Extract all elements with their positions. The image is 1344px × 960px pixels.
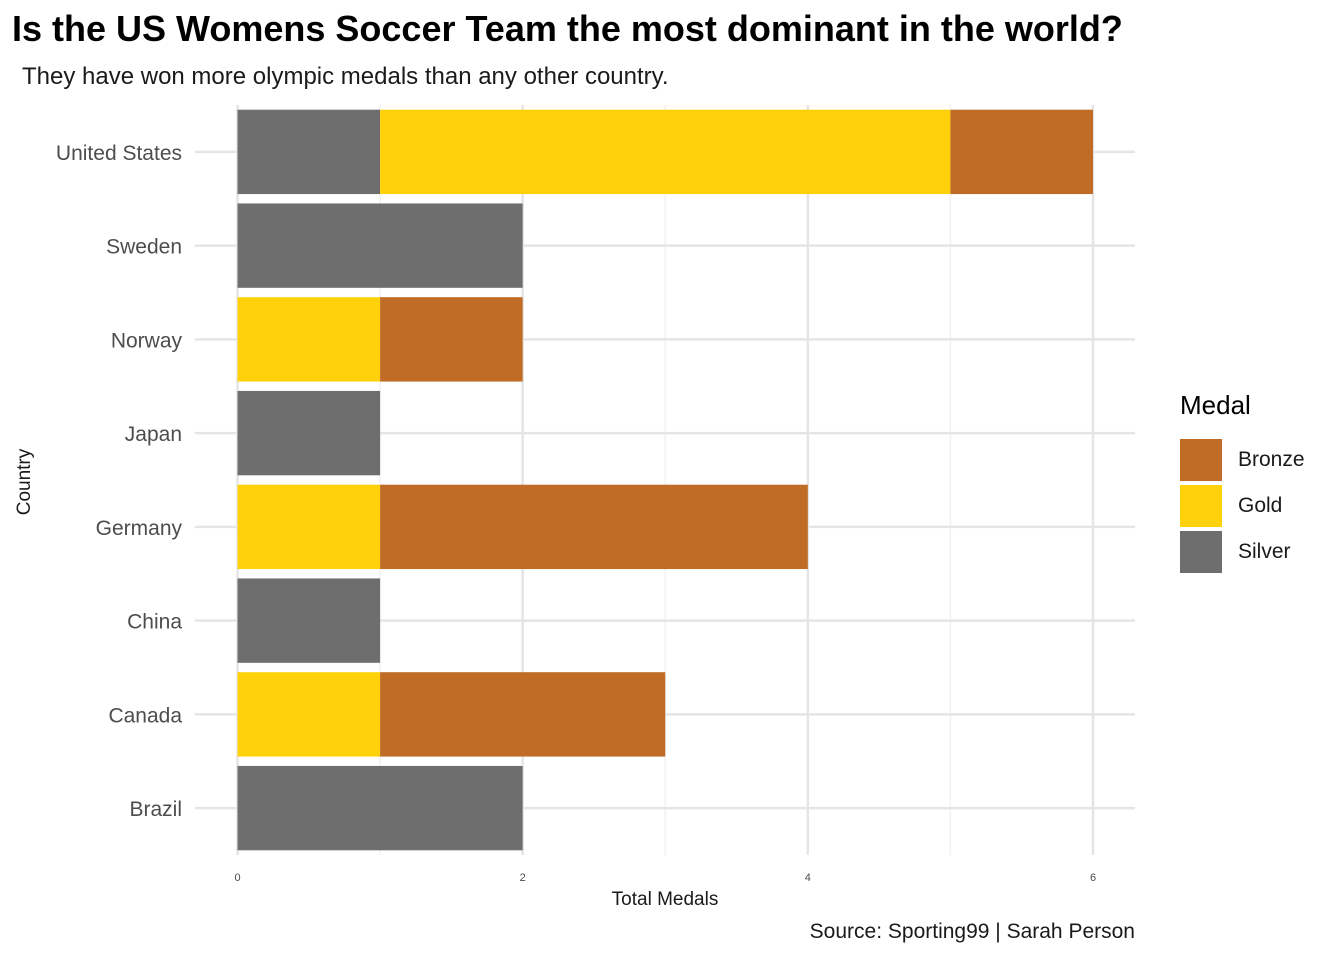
y-tick-label: China <box>127 611 182 634</box>
bar-gold-united-states <box>380 109 951 195</box>
chart-caption: Source: Sporting99 | Sarah Person <box>809 920 1135 943</box>
legend-swatch <box>1180 485 1222 527</box>
y-tick-label: Norway <box>111 329 183 352</box>
bar-silver-brazil <box>237 765 523 851</box>
y-tick-label: Canada <box>108 704 182 727</box>
legend-title: Medal <box>1180 390 1251 420</box>
y-axis-label: Country <box>14 448 35 515</box>
bar-bronze-canada <box>380 672 666 757</box>
x-tick-label: 0 <box>234 872 240 884</box>
y-tick-label: United States <box>56 142 182 165</box>
legend-label: Silver <box>1238 540 1291 563</box>
x-tick-labels: 0 2 4 6 <box>234 872 1096 884</box>
bar-silver-japan <box>237 390 381 476</box>
bar-bronze-united-states <box>950 109 1093 195</box>
legend-item-silver: Silver <box>1180 529 1305 575</box>
bar-gold-canada <box>237 672 381 757</box>
legend-label: Gold <box>1238 494 1283 517</box>
legend-label: Bronze <box>1238 448 1305 471</box>
y-tick-label: Sweden <box>106 236 182 259</box>
bar-silver-sweden <box>237 203 523 288</box>
x-tick-label: 4 <box>805 872 811 884</box>
bar-silver-united-states <box>237 109 381 195</box>
bars <box>237 109 1093 851</box>
legend-items: Bronze Gold Silver <box>1180 437 1305 575</box>
y-tick-labels: United States Sweden Norway Japan Germany Chi… <box>56 142 183 821</box>
x-axis-label: Total Medals <box>612 889 719 910</box>
bar-silver-china <box>237 578 381 663</box>
x-tick-label: 2 <box>520 872 526 884</box>
y-tick-label: Germany <box>96 517 183 540</box>
bar-bronze-norway <box>380 297 523 382</box>
legend-item-gold: Gold <box>1180 483 1305 529</box>
legend-swatch <box>1180 439 1222 481</box>
chart-title: Is the US Womens Soccer Team the most do… <box>12 8 1123 49</box>
bar-gold-norway <box>237 297 381 382</box>
legend: Medal Bronze Gold Silver <box>1180 390 1305 575</box>
bar-gold-germany <box>237 484 381 570</box>
y-tick-label: Japan <box>125 423 182 446</box>
chart-subtitle: They have won more olympic medals than a… <box>22 63 669 90</box>
x-tick-label: 6 <box>1090 872 1096 884</box>
bar-bronze-germany <box>380 484 808 570</box>
legend-swatch <box>1180 531 1222 573</box>
legend-item-bronze: Bronze <box>1180 437 1305 483</box>
y-tick-label: Brazil <box>129 798 182 821</box>
